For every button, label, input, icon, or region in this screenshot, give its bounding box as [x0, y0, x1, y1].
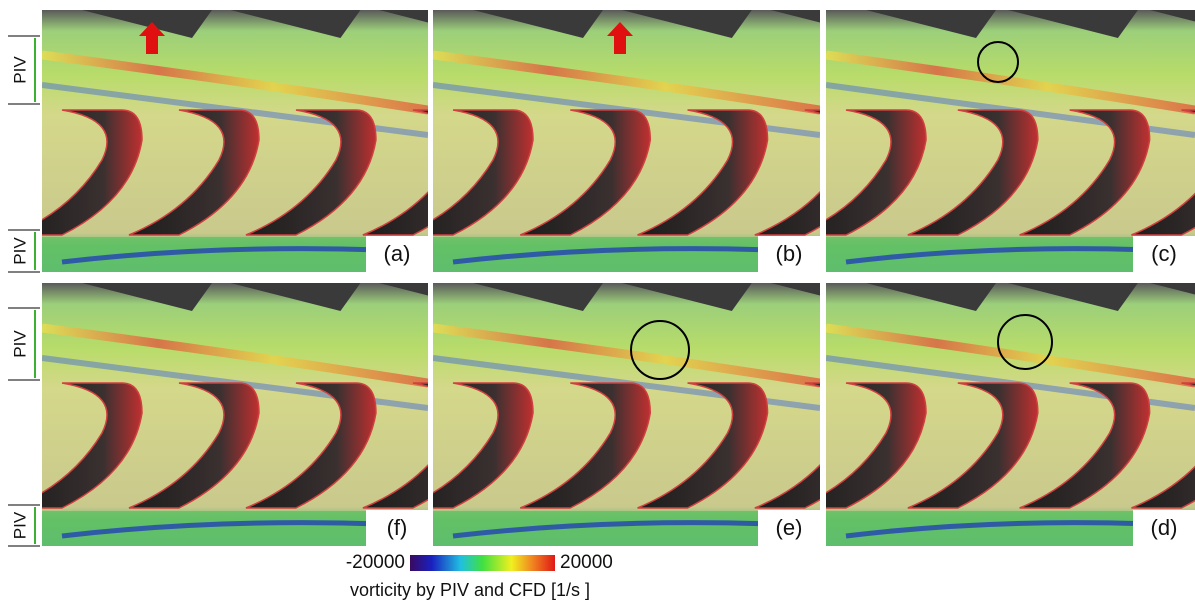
panel-image	[433, 10, 820, 272]
upper-blade	[1007, 10, 1138, 38]
lower-blade	[362, 109, 428, 236]
lower-blade	[42, 109, 143, 236]
label-box	[1133, 510, 1195, 546]
upper-blade	[770, 10, 820, 23]
panel: (d)	[826, 283, 1195, 546]
label-box	[758, 510, 820, 546]
piv-label: PIV	[10, 330, 29, 358]
red-arrow	[139, 22, 165, 54]
vortex-band	[826, 50, 1195, 115]
panel: (b)	[433, 10, 820, 272]
lower-blade	[362, 382, 428, 509]
upper-blade	[378, 283, 428, 296]
label-box	[366, 510, 428, 546]
panel-label: (c)	[1151, 241, 1177, 266]
lower-blade	[42, 382, 143, 509]
panel-image	[433, 283, 820, 546]
upper-blade	[378, 10, 428, 23]
piv-label: PIV	[10, 56, 29, 84]
piv-strip	[42, 511, 428, 546]
label-box	[366, 236, 428, 272]
lower-blade	[907, 382, 1039, 509]
upper-blade	[770, 283, 820, 296]
lower-blade	[433, 109, 534, 236]
highlight-circle	[630, 320, 690, 380]
upper-blade	[230, 283, 361, 311]
upper-blade	[866, 283, 996, 311]
colorbar-min: -20000	[346, 552, 405, 573]
lower-blade	[433, 382, 534, 509]
panel-label: (b)	[776, 241, 803, 266]
panel-image	[42, 283, 428, 546]
panel-image	[42, 10, 428, 272]
colorbar	[410, 555, 555, 571]
panel: (f)	[42, 283, 428, 546]
upper-blade	[1149, 10, 1195, 22]
lower-blade	[826, 382, 927, 509]
lower-blade	[1131, 382, 1195, 509]
vortex-band	[433, 323, 820, 388]
lower-blade	[907, 109, 1039, 236]
colorbar-caption: vorticity by PIV and CFD [1/s ]	[350, 580, 590, 600]
upper-blade	[1149, 283, 1195, 295]
lower-blade	[519, 382, 652, 509]
vortex-band	[42, 50, 428, 115]
panel-grid: (a) (b) (c) (f) (e) (d)	[42, 10, 1195, 546]
vortex-band	[826, 323, 1195, 388]
upper-blade	[866, 10, 996, 38]
lower-blade	[245, 109, 377, 236]
vortex-band	[433, 50, 820, 115]
piv-label: PIV	[10, 511, 29, 539]
panel-image	[826, 10, 1195, 272]
upper-blade	[1007, 283, 1138, 311]
highlight-circle	[977, 41, 1019, 83]
lower-blade	[637, 382, 769, 509]
piv-strip	[433, 511, 820, 546]
upper-blade	[621, 10, 752, 38]
lower-blade	[754, 109, 820, 236]
lower-blade	[1131, 109, 1195, 236]
lower-blade	[1019, 382, 1151, 509]
panel: (e)	[433, 283, 820, 546]
upper-blade	[230, 10, 361, 38]
lower-blade	[519, 109, 652, 236]
panel: (a)	[42, 10, 428, 272]
upper-blade	[621, 283, 752, 311]
highlight-circle	[997, 314, 1053, 370]
panel-image	[826, 283, 1195, 546]
red-arrow	[607, 22, 633, 54]
panel-label: (f)	[387, 515, 408, 540]
panel-label: (a)	[384, 241, 411, 266]
lower-blade	[128, 382, 260, 509]
colorbar-max: 20000	[560, 552, 613, 573]
piv-label: PIV	[10, 237, 29, 265]
piv-strip	[42, 237, 428, 272]
panel-label: (d)	[1151, 515, 1178, 540]
upper-blade	[473, 10, 603, 38]
lower-blade	[1019, 109, 1151, 236]
panel: (c)	[826, 10, 1195, 272]
vortex-band	[42, 323, 428, 388]
lower-blade	[245, 382, 377, 509]
lower-blade	[637, 109, 769, 236]
upper-blade	[82, 283, 212, 311]
piv-strip	[433, 237, 820, 272]
lower-blade	[128, 109, 260, 236]
label-box	[758, 236, 820, 272]
upper-blade	[82, 10, 212, 38]
lower-blade	[826, 109, 927, 236]
upper-blade	[473, 283, 603, 311]
label-box	[1133, 236, 1195, 272]
panel-label: (e)	[776, 515, 803, 540]
lower-blade	[754, 382, 820, 509]
